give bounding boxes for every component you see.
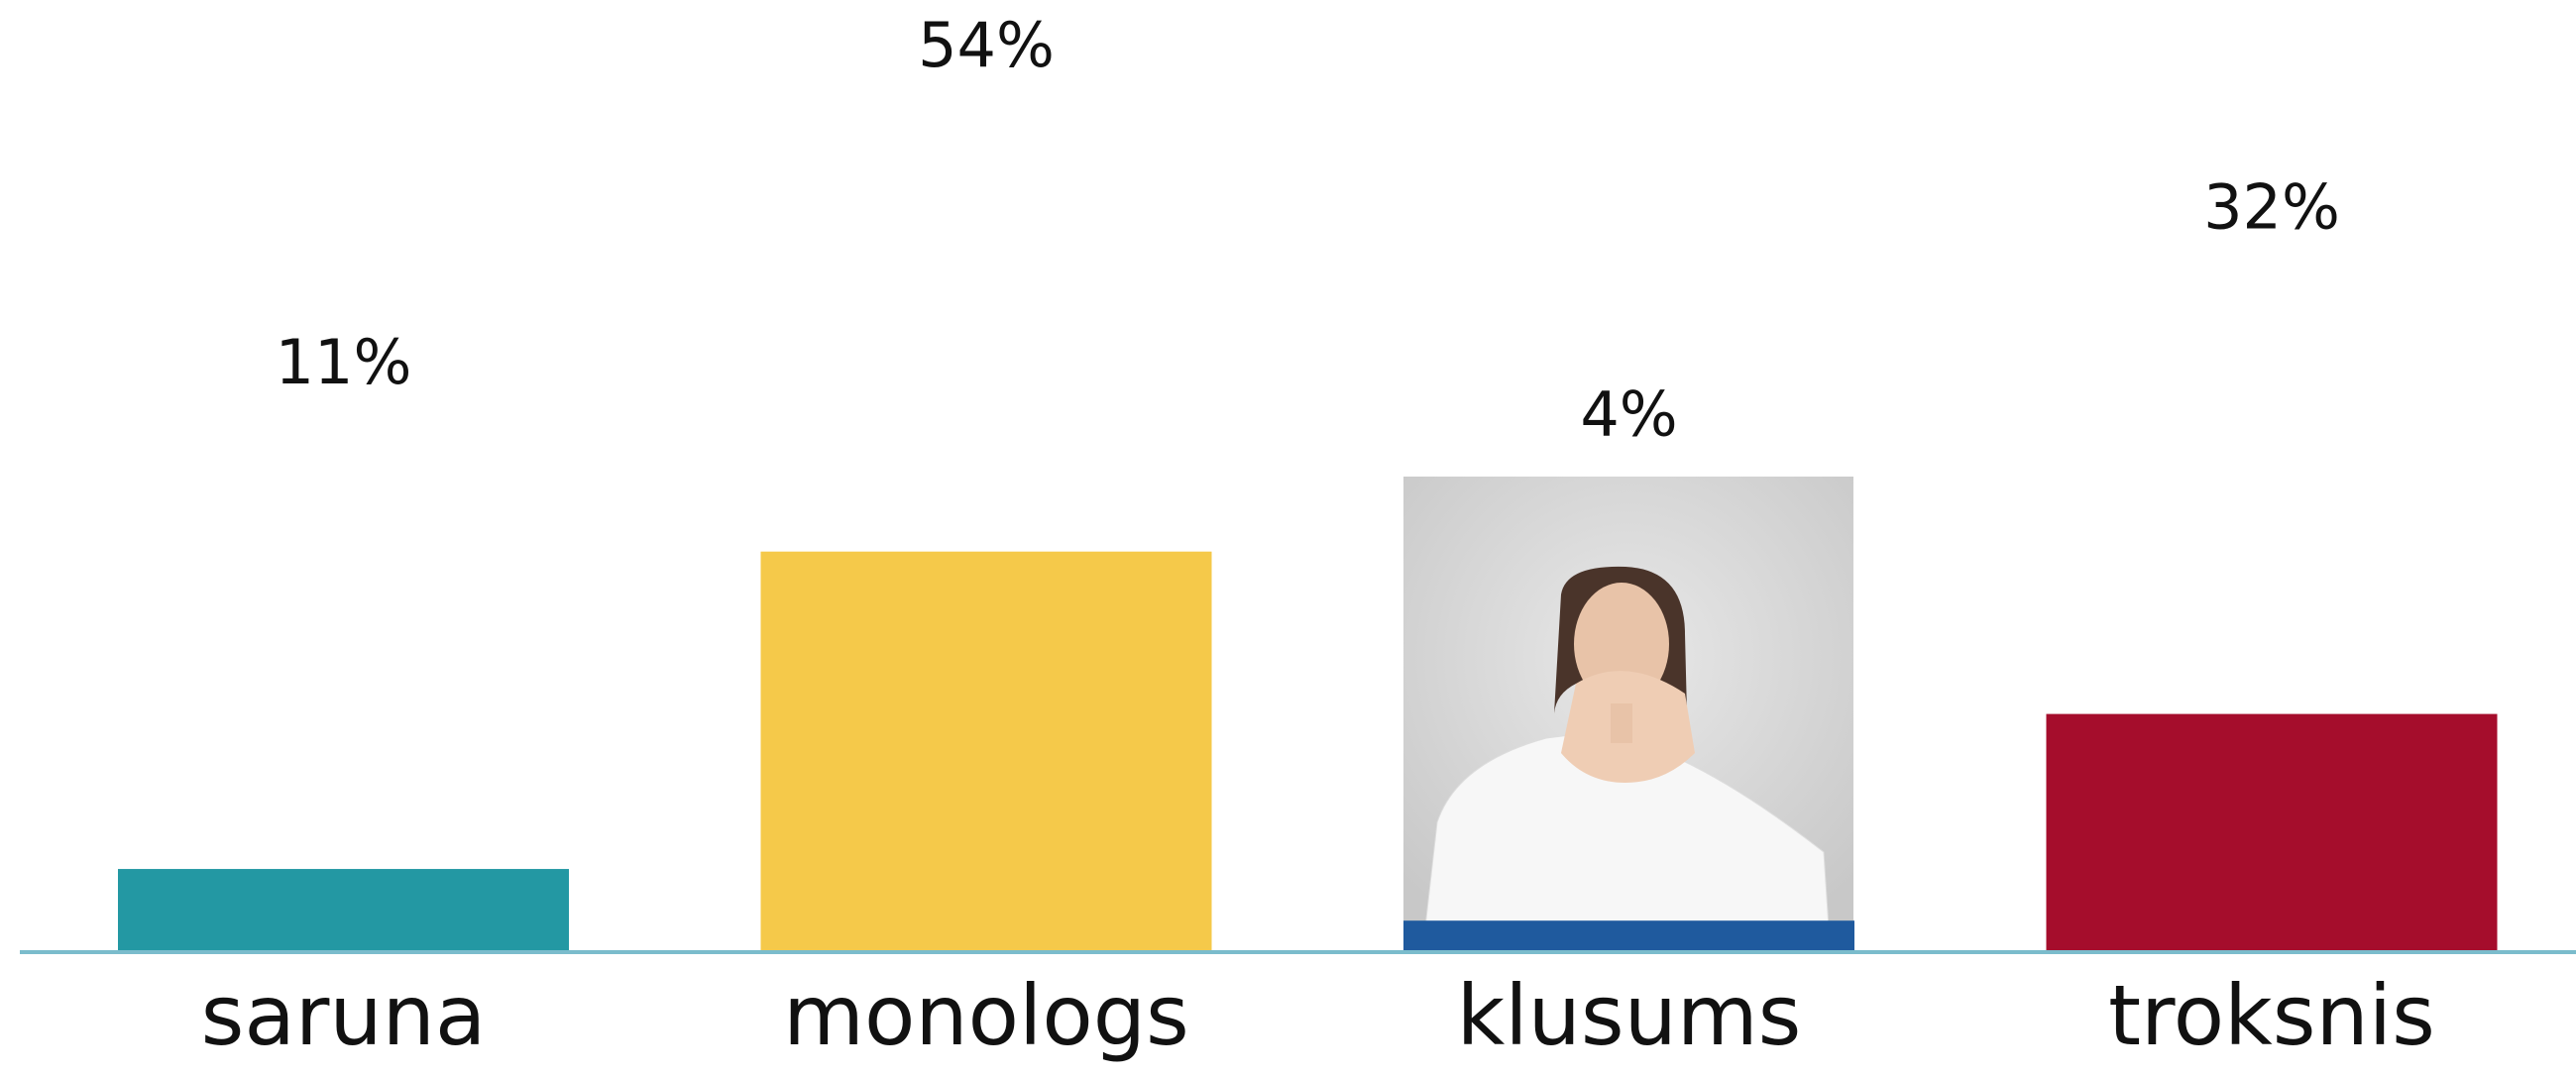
category-label: monologs bbox=[783, 967, 1189, 1064]
value-label: 32% bbox=[2203, 171, 2340, 244]
category-label: klusums bbox=[1457, 967, 1802, 1064]
bar bbox=[1403, 920, 1854, 950]
category-label: troksnis bbox=[2108, 967, 2435, 1064]
bar bbox=[118, 869, 569, 950]
bar bbox=[760, 551, 1212, 950]
category-label: saruna bbox=[201, 967, 487, 1064]
value-label: 4% bbox=[1580, 377, 1677, 450]
bar bbox=[2046, 713, 2498, 950]
value-label: 54% bbox=[918, 9, 1055, 81]
value-label: 11% bbox=[276, 326, 412, 398]
photo bbox=[1403, 477, 1853, 928]
